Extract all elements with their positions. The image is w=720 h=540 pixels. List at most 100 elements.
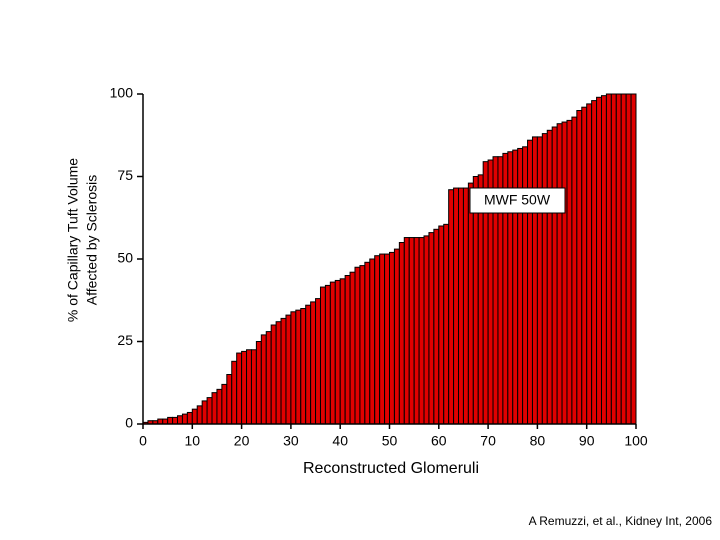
bar	[295, 309, 302, 425]
bar	[403, 237, 410, 425]
bar	[527, 139, 533, 425]
bar	[433, 228, 440, 425]
bar	[610, 93, 617, 425]
bar	[458, 187, 464, 425]
bar	[625, 93, 632, 425]
bar	[349, 271, 356, 425]
bar	[546, 129, 553, 425]
bar	[172, 416, 179, 425]
bar	[275, 321, 282, 425]
bar	[270, 324, 277, 425]
bar	[344, 275, 351, 425]
bar	[531, 136, 538, 425]
bar	[620, 93, 627, 425]
x-tick-label: 100	[624, 433, 648, 449]
bar	[561, 121, 568, 425]
bar	[181, 413, 188, 425]
bar	[536, 136, 543, 425]
bar	[315, 298, 321, 425]
annotation: MWF 50W	[484, 192, 551, 208]
bar	[413, 237, 420, 425]
x-tick-label: 60	[431, 433, 447, 449]
bar	[339, 278, 346, 425]
bar	[186, 411, 193, 425]
bar	[408, 237, 415, 425]
bar	[438, 225, 445, 425]
bar	[319, 286, 326, 425]
bar	[211, 392, 218, 425]
bar	[255, 341, 262, 425]
bar	[418, 237, 425, 425]
bar	[359, 265, 366, 425]
x-tick-label: 0	[139, 433, 147, 449]
bar	[221, 383, 228, 425]
bar	[280, 317, 287, 425]
bar	[354, 266, 361, 425]
bar	[290, 311, 297, 425]
bar	[581, 106, 588, 425]
bar	[596, 96, 602, 425]
bar	[384, 253, 391, 425]
bar	[236, 352, 243, 425]
bar	[300, 308, 307, 425]
bar	[453, 187, 460, 425]
bar	[329, 281, 336, 425]
bar	[334, 279, 341, 425]
bar	[591, 100, 598, 425]
x-tick-label: 30	[283, 433, 299, 449]
bar	[241, 350, 248, 425]
bar	[541, 133, 548, 425]
x-tick-label: 80	[530, 433, 546, 449]
x-tick-label: 50	[382, 433, 398, 449]
x-axis-label: Reconstructed Glomeruli	[303, 460, 479, 477]
source-note: A Remuzzi, et al., Kidney Int, 2006	[529, 514, 713, 528]
x-tick-label: 20	[234, 433, 250, 449]
annotation-box	[469, 187, 566, 214]
bar	[605, 93, 612, 425]
bar	[443, 223, 450, 425]
bar	[191, 408, 198, 425]
bar	[196, 405, 203, 425]
bar	[393, 248, 400, 425]
bar	[167, 416, 174, 425]
bar	[389, 251, 395, 425]
bar	[246, 349, 252, 425]
bar	[379, 253, 386, 425]
y-tick-label: 50	[117, 250, 133, 266]
bar	[305, 304, 312, 425]
y-tick-label: 25	[117, 332, 133, 348]
bar	[448, 189, 455, 425]
y-tick-label: 100	[110, 85, 134, 101]
bar	[556, 123, 563, 425]
bar	[576, 110, 583, 425]
bar	[374, 255, 381, 425]
x-tick-label: 90	[579, 433, 595, 449]
bar	[324, 284, 331, 425]
bar	[201, 400, 208, 425]
bar	[472, 176, 479, 425]
bar	[462, 187, 469, 425]
x-tick-label: 70	[480, 433, 496, 449]
bar	[250, 349, 257, 425]
bar	[586, 103, 593, 425]
x-tick-label: 10	[185, 433, 201, 449]
bar	[216, 388, 223, 425]
y-tick-label: 75	[117, 167, 133, 183]
bar	[364, 261, 371, 425]
bar	[369, 258, 376, 425]
bar	[260, 334, 267, 425]
bar	[398, 242, 405, 425]
y-tick-label: 0	[125, 415, 133, 431]
bar	[630, 93, 637, 425]
bar	[467, 182, 474, 425]
bar	[571, 116, 578, 425]
y-axis-label: % of Capillary Tuft Volume	[65, 158, 81, 322]
bar	[615, 93, 622, 425]
bar	[206, 397, 213, 425]
bar	[310, 301, 317, 425]
bar	[566, 119, 573, 425]
x-tick-label: 40	[332, 433, 348, 449]
bar	[600, 95, 607, 425]
bar	[285, 314, 292, 425]
